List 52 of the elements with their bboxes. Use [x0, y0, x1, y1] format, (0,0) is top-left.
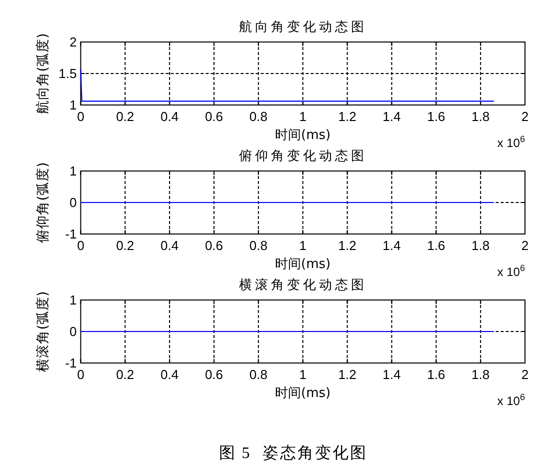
text: x 10$^{6}$ — [497, 134, 525, 150]
x-tick-label: 1.2 — [338, 238, 356, 253]
x-tick-label: 0.8 — [249, 238, 268, 253]
y-tick-label: -1 — [65, 356, 77, 370]
x-tick-label: 0.6 — [204, 367, 224, 382]
y-tick-label: 0 — [69, 195, 77, 210]
x-tick-label: 1.2 — [338, 367, 356, 382]
y-tick-label: 1.5 — [58, 66, 77, 81]
y-tick-label: 1 — [69, 292, 77, 308]
x-tick-label: 0.4 — [160, 109, 179, 124]
x-tick-label: 0.6 — [204, 109, 224, 124]
y-axis-title: 横滚角(弧度) — [35, 291, 51, 372]
x-axis-title: 时间(ms) — [275, 128, 331, 143]
x-tick-label: 1.6 — [427, 367, 446, 382]
x-tick-label: 2 — [521, 367, 529, 382]
text: x 10$^{6}$ — [497, 392, 525, 408]
x-tick-label: 1 — [299, 238, 306, 253]
y-tick-label: 1 — [69, 98, 77, 112]
x-tick-label: 1 — [299, 367, 306, 382]
x-tick-label: 1.4 — [382, 367, 401, 382]
caption: 图 5 姿态角变化图 — [218, 444, 368, 462]
x-tick-label: 0.4 — [160, 367, 179, 382]
x-axis-title: 时间(ms) — [275, 386, 331, 401]
x-tick-label: 1.8 — [472, 238, 490, 253]
x-tick-label: 0.8 — [249, 109, 268, 124]
x-tick-label: 0.2 — [116, 367, 134, 382]
x-tick-label: 1.2 — [338, 109, 356, 124]
y-tick-label: -1 — [65, 226, 77, 242]
x-tick-label: 1 — [299, 109, 306, 124]
x-axis-title: 时间(ms) — [275, 257, 331, 272]
chart-title: 横滚角变化动态图 — [238, 278, 367, 293]
x-tick-label: 0.8 — [249, 367, 268, 382]
x-tick-label: 0.4 — [160, 238, 179, 253]
x-tick-label: 1.8 — [472, 367, 490, 382]
text: x 10$^{6}$ — [497, 263, 525, 279]
x-tick-label: 1.6 — [427, 109, 446, 124]
x-tick-label: 1.4 — [382, 109, 401, 124]
x-tick-label: 0.2 — [116, 109, 134, 124]
x-tick-label: 0.6 — [204, 238, 224, 253]
x-tick-label: 2 — [521, 238, 529, 253]
y-tick-label: 2 — [69, 34, 77, 50]
x-tick-label: 0.2 — [116, 238, 134, 253]
chart-title: 航向角变化动态图 — [238, 20, 367, 35]
x-tick-label: 1.8 — [472, 109, 490, 124]
x-tick-label: 2 — [521, 109, 529, 124]
y-axis-title: 俯仰角(弧度) — [35, 162, 51, 243]
x-tick-label: 1.6 — [427, 238, 446, 253]
y-axis-title: 航向角(弧度) — [35, 33, 51, 114]
x-tick-label: 1.4 — [382, 238, 401, 253]
chart-title: 俯仰角变化动态图 — [238, 149, 367, 164]
y-tick-label: 1 — [69, 164, 77, 178]
y-tick-label: 0 — [69, 324, 77, 339]
